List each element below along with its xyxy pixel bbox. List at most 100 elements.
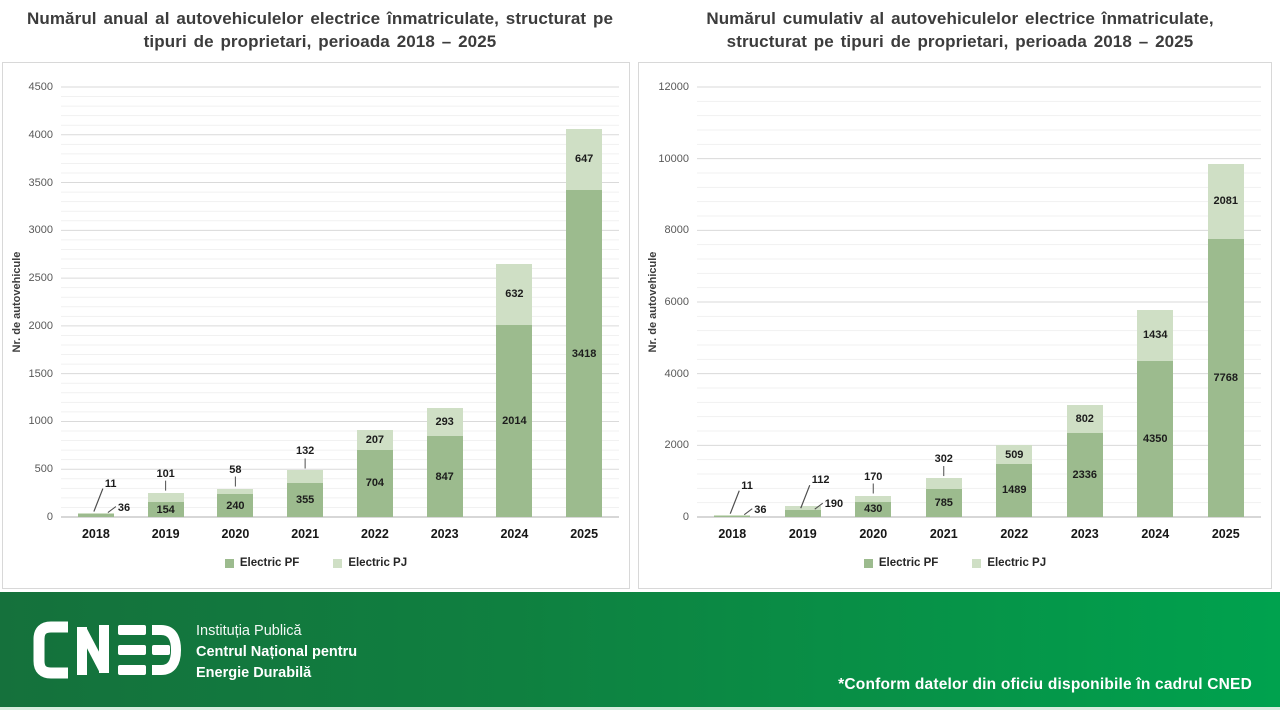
legend-item-electric-pj: Electric PJ (333, 557, 407, 569)
bar-2021-pf-segment (925, 488, 962, 517)
y-axis-tick-label: 6000 (664, 296, 689, 308)
y-axis-tick-label: 12000 (658, 81, 689, 93)
bar-2023-pf-value: 847 (435, 470, 454, 483)
footer: Instituția Publică Centrul Național pent… (0, 592, 1280, 710)
legend-swatch-icon (863, 558, 873, 568)
titles-row: Numărul anual al autovehiculelor electri… (0, 0, 1280, 62)
y-axis-tick-label: 3500 (28, 176, 53, 189)
bar-2025-pj-segment (566, 128, 603, 191)
org-line-2: Centrul Național pentru (196, 644, 358, 660)
x-axis-label-2024: 2024 (500, 527, 529, 541)
bar-2021-pf-value: 785 (934, 496, 953, 509)
bar-2018-pf-segment (714, 515, 751, 517)
bar-2023-pj-value: 293 (435, 416, 454, 429)
bar-2022-pj-value: 509 (1005, 448, 1024, 461)
bar-2020-pj-value: 58 (229, 463, 242, 476)
bar-2021-pj-segment (925, 478, 962, 489)
bar-2024-pj-segment (1137, 309, 1174, 362)
x-axis-label-2023: 2023 (1070, 527, 1099, 541)
x-axis-label-2022: 2022 (360, 527, 389, 541)
bar-2018-pf-value: 36 (754, 503, 767, 516)
legend: Electric PF Electric PJ (639, 557, 1271, 569)
bar-2019-pj-segment (147, 492, 184, 503)
bar-2023-pf-segment (1066, 433, 1103, 517)
bar-2024-pf-value: 2014 (502, 414, 527, 427)
bar-2023-pj-segment (426, 408, 463, 437)
bar-2020-pf-value: 430 (864, 503, 883, 516)
legend-item-electric-pf: Electric PF (863, 557, 939, 569)
bar-2023-pf-segment (426, 436, 463, 517)
bar-2025-pf-segment (1207, 238, 1244, 517)
legend: Electric PF Electric PJ (3, 557, 629, 569)
bar-2024-pj-value: 1434 (1143, 329, 1168, 342)
x-axis-label-2025: 2025 (570, 527, 599, 541)
bar-2024-pj-segment (496, 264, 533, 325)
bar-2022-pf-value: 704 (365, 477, 385, 490)
legend-label: Electric PJ (987, 557, 1047, 569)
y-axis-tick-label: 8000 (664, 224, 689, 237)
legend-item-electric-pj: Electric PJ (972, 557, 1046, 569)
left-chart-title: Numărul anual al autovehiculelor electri… (26, 9, 614, 52)
legend-swatch-icon (333, 558, 343, 568)
legend-label: Electric PJ (348, 557, 408, 569)
bar-2018-pj-value: 11 (741, 479, 753, 492)
bar-2022-pf-segment (356, 449, 393, 517)
x-axis-label-2019: 2019 (788, 527, 817, 541)
bar-2024-pf-value: 4350 (1143, 433, 1168, 446)
legend-label: Electric PF (239, 557, 300, 569)
bar-2023-pj-segment (1066, 404, 1103, 434)
bar-2024-pf-segment (1137, 361, 1174, 517)
right-chart-title: Numărul cumulativ al autovehiculelor ele… (706, 9, 1214, 52)
cumulative-chart-panel: 0 2000 4000 6000 8000 10000 12000 36 11 2018 190 11… (638, 62, 1272, 589)
bar-2019-pj-value: 101 (156, 467, 175, 480)
y-axis-tick-label: 2500 (28, 272, 53, 285)
bar-2022-pf-value: 1489 (1002, 484, 1027, 497)
bar-2025-pj-value: 2081 (1213, 195, 1238, 208)
y-axis-tick-label: 2000 (664, 439, 689, 452)
bar-2020-pj-value: 170 (864, 470, 883, 483)
bar-2020-pf-value: 240 (226, 499, 245, 512)
x-axis-label-2023: 2023 (430, 527, 459, 541)
y-axis-tick-label: 3000 (28, 224, 53, 237)
bar-2019-pf-segment (784, 510, 821, 517)
y-axis-tick-label: 10000 (658, 152, 689, 165)
x-axis-label-2022: 2022 (1000, 527, 1029, 541)
x-axis-label-2021: 2021 (929, 527, 958, 541)
legend-item-electric-pf: Electric PF (224, 557, 300, 569)
bar-2022-pj-segment (356, 429, 393, 450)
legend-swatch-icon (224, 558, 234, 568)
annual-chart-panel: 0 500 1000 1500 2000 2500 3000 3500 4000 4500 36 11… (2, 62, 630, 589)
bar-2022-pf-segment (996, 463, 1033, 517)
y-axis-tick-label: 0 (46, 511, 53, 523)
y-axis-tick-label: 2000 (28, 319, 53, 332)
bar-2025-pf-value: 3418 (571, 347, 597, 360)
bar-2019-pj-segment (784, 506, 821, 511)
y-axis-tick-label: 4500 (28, 81, 53, 93)
bar-2020-pj-segment (217, 488, 254, 495)
bar-2021-pj-value: 302 (934, 453, 953, 466)
bar-2019-pf-value: 190 (824, 498, 844, 511)
bar-2021-pf-segment (287, 483, 324, 517)
bar-2022-pj-value: 207 (365, 433, 385, 446)
bar-2021-pj-value: 132 (295, 445, 315, 458)
x-axis-label-2018: 2018 (718, 527, 747, 541)
bar-2025-pf-segment (566, 190, 603, 517)
bar-2021-pj-segment (287, 470, 324, 484)
bar-2023-pf-value: 2336 (1072, 469, 1097, 482)
source-note: *Conform datelor din oficiu disponibile … (838, 676, 1252, 693)
y-axis-tick-label: 1500 (28, 367, 53, 380)
bar-2020-pj-segment (855, 495, 892, 502)
bar-2024-pj-value: 632 (505, 288, 524, 301)
org-line-3: Energie Durabilă (196, 665, 312, 681)
org-line-1: Instituția Publică (196, 623, 302, 639)
bar-2018-pj-value: 11 (104, 477, 117, 490)
bar-2020-pf-segment (855, 501, 892, 517)
bar-2025-pf-value: 7768 (1213, 371, 1238, 384)
x-axis-label-2020: 2020 (221, 527, 250, 541)
bar-2021-pf-value: 355 (295, 494, 315, 507)
legend-label: Electric PF (878, 557, 939, 569)
bar-2022-pj-segment (996, 445, 1033, 464)
bar-2019-pj-value: 112 (811, 474, 830, 487)
bar-2025-pj-value: 647 (574, 153, 594, 166)
